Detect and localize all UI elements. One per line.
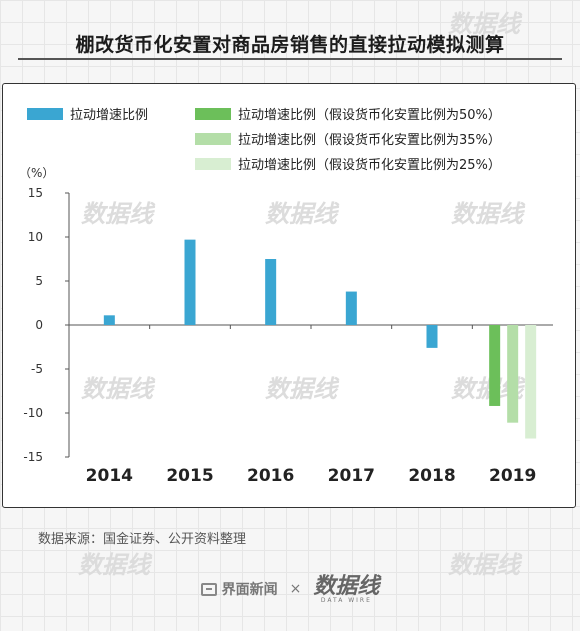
watermark: 数据线 [78, 550, 150, 579]
x-category-label: 2018 [408, 466, 455, 486]
bar [507, 325, 519, 423]
bar [265, 259, 277, 325]
legend-label-series-1: 拉动增速比例 [70, 108, 149, 123]
title-underline [18, 58, 562, 60]
legend-item-series-1: 拉动增速比例 [27, 104, 148, 123]
y-tick-label: -10 [23, 406, 43, 420]
legend-label-series-2: 拉动增速比例（假设货币化安置比例为50%） [238, 108, 501, 123]
legend-item-series-2: 拉动增速比例（假设货币化安置比例为50%） [195, 104, 501, 123]
y-axis-unit-label: （%） [19, 166, 54, 180]
watermark: 数据线 [81, 199, 153, 228]
footer: 界面新闻 × 数据线 DATA WIRE [0, 574, 580, 604]
bar [345, 291, 357, 325]
chart-card: 拉动增速比例 拉动增速比例（假设货币化安置比例为50%） 拉动增速比例（假设货币… [2, 83, 576, 508]
x-category-label: 2014 [86, 466, 133, 486]
legend-swatch-series-2 [195, 107, 231, 120]
y-tick-label: -5 [31, 362, 43, 376]
datawire-logo: 数据线 DATA WIRE [313, 575, 379, 604]
partner-separator: × [289, 581, 302, 597]
legend-label-series-4: 拉动增速比例（假设货币化安置比例为25%） [238, 158, 501, 173]
watermark: 数据线 [265, 199, 337, 228]
legend-item-series-3: 拉动增速比例（假设货币化安置比例为35%） [195, 129, 501, 148]
watermark: 数据线 [81, 374, 153, 403]
jiemian-logo-icon [200, 582, 217, 596]
chart-title: 棚改货币化安置对商品房销售的直接拉动模拟测算 [75, 34, 505, 56]
datawire-logo-en: DATA WIRE [320, 596, 372, 604]
watermark: 数据线 [451, 199, 523, 228]
x-category-label: 2015 [166, 466, 213, 486]
y-tick-label: 10 [28, 230, 43, 244]
bar [489, 325, 501, 406]
bar [184, 239, 196, 325]
y-tick-label: 0 [35, 318, 43, 332]
bar [103, 315, 115, 325]
watermark: 数据线 [448, 550, 520, 579]
brand-name: 界面新闻 [221, 582, 278, 598]
watermark: 数据线 [265, 374, 337, 403]
bar-chart: （%） 15 10 5 0 -5 -10 -15 2014 2015 2016 2017 2018 201… [19, 166, 553, 486]
legend-swatch-series-1 [27, 107, 63, 120]
y-tick-label: -15 [23, 450, 43, 464]
x-category-label: 2016 [247, 466, 294, 486]
watermark: 数据线 [448, 9, 520, 38]
y-tick-label: 15 [28, 186, 43, 200]
y-tick-label: 5 [35, 274, 43, 288]
x-category-label: 2017 [328, 466, 375, 486]
legend-label-series-3: 拉动增速比例（假设货币化安置比例为35%） [238, 133, 501, 148]
bar [525, 325, 537, 439]
x-category-label: 2019 [489, 466, 536, 486]
jiemian-brand: 界面新闻 [200, 579, 278, 599]
legend-swatch-series-3 [195, 132, 231, 145]
bar [426, 325, 438, 348]
legend-swatch-series-4 [195, 157, 231, 170]
source-note: 数据来源：国金证券、公开资料整理 [38, 532, 247, 547]
legend-item-series-4: 拉动增速比例（假设货币化安置比例为25%） [195, 154, 501, 173]
datawire-logo-cn: 数据线 [313, 572, 380, 599]
